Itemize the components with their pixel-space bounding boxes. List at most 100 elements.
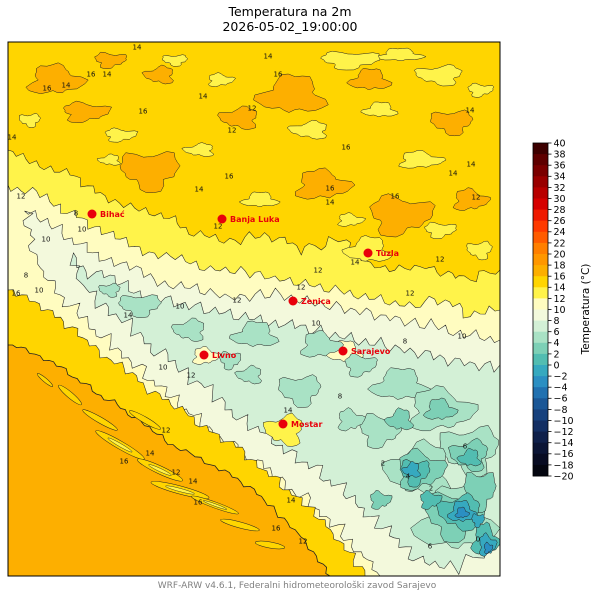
- contour-fill-minus4-minus2: [483, 541, 494, 555]
- colorbar-tick-label: 4: [554, 338, 560, 349]
- contour-value-label: 16: [342, 144, 351, 152]
- colorbar-segment: [533, 376, 548, 388]
- contour-value-label: 12: [297, 284, 306, 292]
- map-frame: [7, 41, 501, 577]
- contour-fill-2-4: [463, 472, 497, 513]
- contour-value-label: 12: [172, 469, 181, 477]
- contour-fill-4-6: [171, 317, 205, 342]
- colorbar-segment: [533, 409, 548, 421]
- contour-value-label: 14: [199, 93, 208, 101]
- contour-fill-4-6: [278, 374, 322, 408]
- contour-fill-minus2-0: [401, 461, 421, 478]
- colorbar-segment: [533, 298, 548, 310]
- city-name-label: Sarajevo: [351, 347, 391, 356]
- contour-value-label: 14: [146, 450, 155, 458]
- colorbar-segment: [533, 365, 548, 377]
- contour-value-label: 10: [35, 287, 44, 295]
- colorbar-tick-label: 38: [554, 150, 566, 161]
- contour-fill-16-18: [430, 109, 474, 137]
- contour-value-label: 14: [189, 478, 198, 486]
- colorbar-tick-label: 6: [554, 327, 560, 338]
- contour-value-label: 14: [133, 44, 142, 52]
- city-name-label: Tuzla: [376, 249, 399, 258]
- contour-value-label: 12: [248, 105, 257, 113]
- contour-value-label: 0: [476, 536, 480, 544]
- city-livno: Livno: [199, 350, 237, 360]
- colorbar-segment: [533, 154, 548, 166]
- contour-value-label: 12: [228, 127, 237, 135]
- contour-fill-4-6: [219, 350, 242, 371]
- contour-value-label: 14: [326, 199, 335, 207]
- contour-fill-12-14: [337, 212, 366, 227]
- city-tuzla: Tuzla: [363, 248, 399, 258]
- colorbar-tick-label: −20: [554, 471, 574, 482]
- colorbar-segment: [533, 287, 548, 299]
- colorbar-segment: [533, 165, 548, 177]
- contour-value-label: 16: [43, 85, 52, 93]
- contour-value-label: 14: [264, 53, 273, 61]
- contour-fill-12-14: [398, 150, 447, 169]
- contour-fill-12-14: [104, 127, 139, 143]
- city-name-label: Livno: [212, 351, 237, 360]
- island: [254, 540, 286, 550]
- contour-value-label: 14: [351, 259, 360, 267]
- contour-value-label: 12: [233, 297, 242, 305]
- contour-fill-4-6: [344, 352, 378, 378]
- contour-fill-0-2: [456, 447, 482, 467]
- contour-value-label: 2: [429, 485, 433, 493]
- colorbar-segment: [533, 342, 548, 355]
- city-name-label: Bihać: [100, 209, 125, 219]
- colorbar-segment: [533, 331, 548, 344]
- contour-fill-4-6: [367, 367, 431, 400]
- colorbar-tick-label: 0: [554, 360, 560, 371]
- city-sarajevo: Sarajevo: [338, 346, 391, 356]
- colorbar-tick-label: −4: [554, 383, 568, 394]
- colorbar-segment: [533, 143, 548, 155]
- contour-fill-16-18: [94, 51, 127, 69]
- colorbar-segment: [533, 220, 548, 233]
- contour-value-label: 16: [225, 173, 234, 181]
- contour-fill-12-14: [286, 119, 327, 140]
- contour-value-label: 14: [284, 407, 293, 415]
- colorbar-segment: [533, 420, 548, 432]
- contour-value-label: 14: [8, 134, 17, 142]
- island: [191, 495, 239, 515]
- footer-credit: WRF-ARW v4.6.1, Federalni hidrometeorolo…: [157, 581, 437, 591]
- colorbar-segment: [533, 209, 548, 222]
- contour-fill-minus4-minus2: [454, 506, 471, 518]
- colorbar-tick-label: 32: [554, 183, 566, 194]
- colorbar-tick-label: 16: [554, 272, 566, 283]
- colorbar-tick-label: −10: [554, 416, 574, 427]
- colorbar-tick-label: −12: [554, 427, 574, 438]
- contour-value-label: 12: [314, 267, 323, 275]
- city-name-label: Banja Luka: [230, 215, 280, 224]
- contour-fill-4-6: [98, 282, 121, 298]
- colorbar-segment: [533, 242, 548, 255]
- colorbar-tick-label: −8: [554, 405, 568, 416]
- colorbar-tick-label: 2: [554, 349, 560, 360]
- colorbar-tick-label: 34: [554, 172, 566, 183]
- city-name-label: Mostar: [291, 420, 322, 429]
- city-marker-dot: [278, 419, 288, 429]
- colorbar-segment: [533, 431, 548, 444]
- contour-fill-4-6: [337, 407, 366, 432]
- colorbar: 4038363432302826242220181614121086420−2−…: [532, 138, 574, 482]
- colorbar-tick-label: 18: [554, 261, 566, 272]
- contour-value-label: 14: [195, 186, 204, 194]
- contour-value-label: 8: [338, 393, 342, 401]
- contour-fill-12-14: [18, 113, 41, 128]
- contour-value-label: 10: [42, 236, 51, 244]
- contour-fill-4-6: [229, 320, 280, 347]
- colorbar-tick-label: 24: [554, 227, 566, 238]
- colorbar-tick-label: 14: [554, 283, 566, 294]
- contour-fill-12-14: [238, 191, 281, 207]
- colorbar-tick-label: 36: [554, 161, 566, 172]
- city-banja-luka: Banja Luka: [217, 214, 280, 224]
- contour-fill-4-6: [300, 330, 345, 358]
- contour-value-label: 12: [162, 427, 171, 435]
- contour-fill-16-18: [63, 100, 112, 123]
- colorbar-segment: [533, 254, 548, 266]
- city-bihac: Bihać: [87, 209, 125, 219]
- colorbar-segment: [533, 276, 548, 288]
